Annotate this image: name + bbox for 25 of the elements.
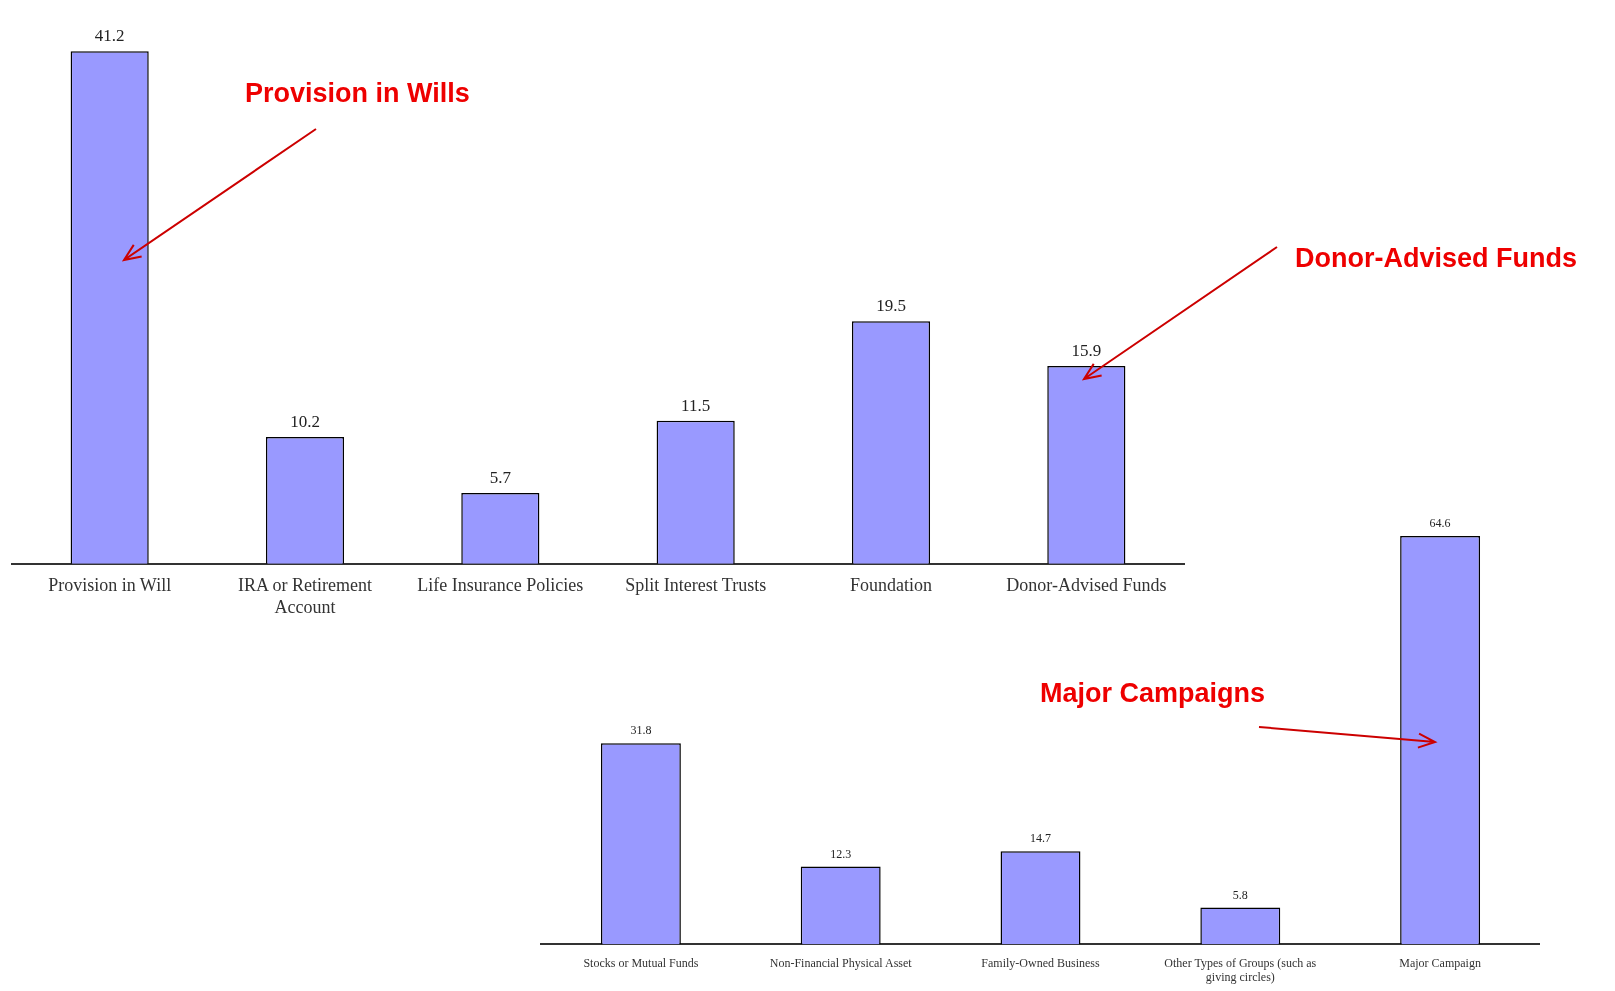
data-label: 10.2 xyxy=(290,411,320,431)
data-label: 41.2 xyxy=(94,26,125,46)
data-label: 31.8 xyxy=(630,723,652,738)
data-label: 5.8 xyxy=(1232,887,1248,902)
text: Donor-Advised Funds xyxy=(1295,243,1577,274)
x-tick-label: IRA or Retirement Account xyxy=(238,575,372,617)
x-tick-label: Major Campaign xyxy=(1399,955,1481,970)
x-tick-label: Stocks or Mutual Funds xyxy=(583,955,699,970)
x-tick-label: Other Types of Groups (such as giving circles) xyxy=(1164,955,1317,984)
data-label: 15.9 xyxy=(1071,340,1102,360)
data-label: 14.7 xyxy=(1030,831,1051,846)
data-label: 11.5 xyxy=(681,395,711,415)
x-tick-label: Split Interest Trusts xyxy=(625,575,767,596)
x-tick-label: Life Insurance Policies xyxy=(417,575,584,596)
x-tick-label: Family-Owned Business xyxy=(981,955,1100,970)
annotation: Provision in Wills xyxy=(245,78,470,109)
data-label: 19.5 xyxy=(876,296,906,316)
data-label: 5.7 xyxy=(489,467,512,487)
x-tick-label: Foundation xyxy=(849,575,933,596)
annotation: Major Campaigns xyxy=(1040,678,1266,709)
x-tick-label: Donor-Advised Funds xyxy=(1006,575,1167,596)
x-tick-label: Provision in Will xyxy=(48,575,172,596)
data-label: 12.3 xyxy=(830,846,852,861)
x-tick-label: Non-Financial Physical Asset xyxy=(769,955,913,970)
data-label: 64.6 xyxy=(1429,516,1451,531)
